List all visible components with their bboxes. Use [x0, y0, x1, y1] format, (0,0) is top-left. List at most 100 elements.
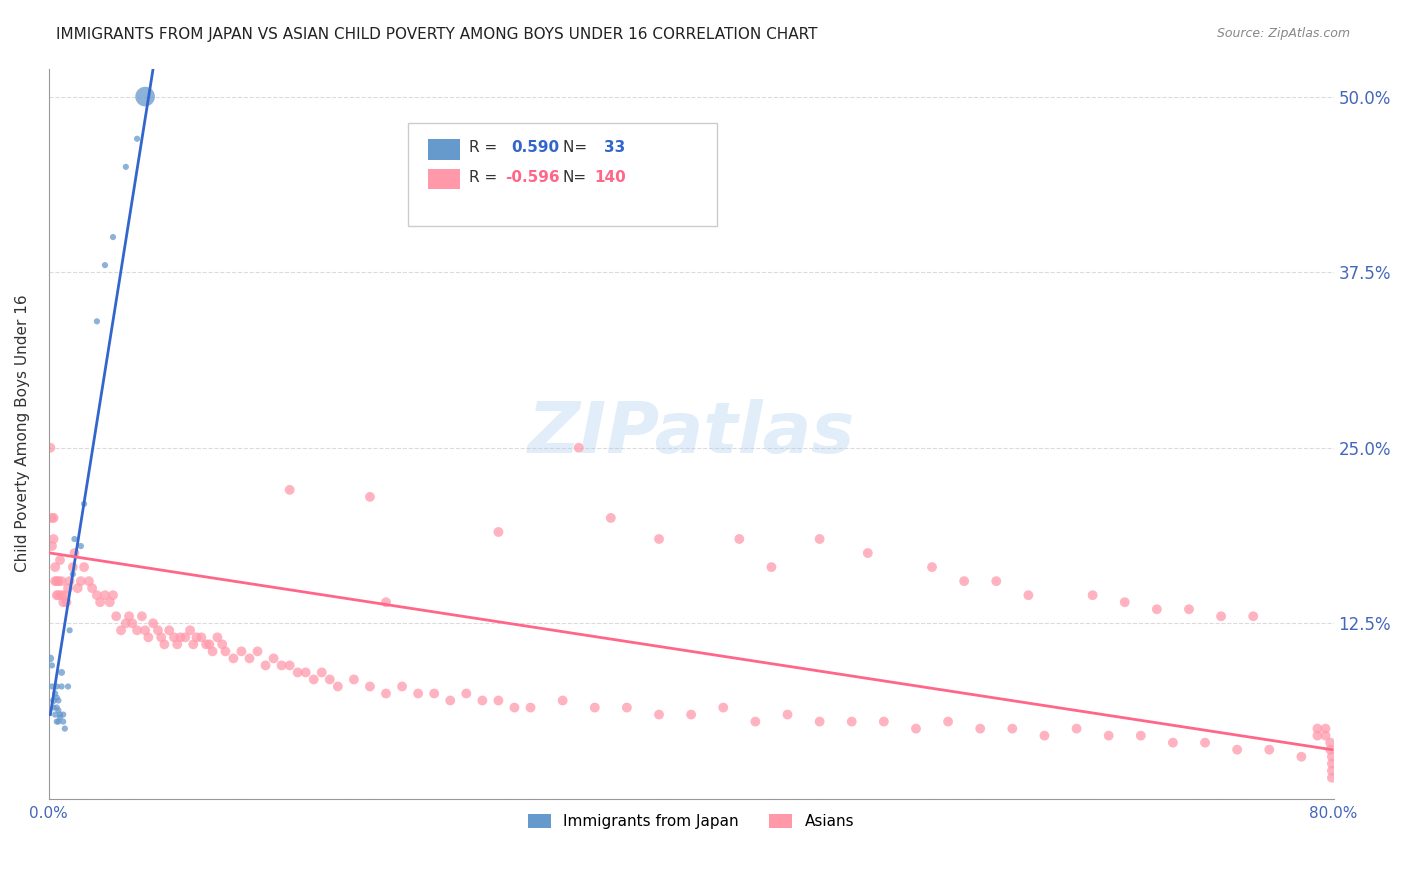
- Point: [551, 693, 574, 707]
- Point: [456, 686, 478, 700]
- Point: [42, 700, 65, 714]
- Point: [186, 630, 208, 644]
- Point: [1114, 595, 1136, 609]
- Point: [1161, 736, 1184, 750]
- Point: [48, 693, 70, 707]
- Point: [41, 511, 63, 525]
- Point: [66, 581, 89, 595]
- Point: [94, 588, 117, 602]
- Point: [82, 581, 104, 595]
- Point: [761, 560, 783, 574]
- Point: [118, 609, 141, 624]
- FancyBboxPatch shape: [409, 123, 717, 226]
- Point: [179, 624, 201, 638]
- Point: [238, 651, 260, 665]
- Text: R =: R =: [468, 169, 502, 185]
- Point: [49, 707, 72, 722]
- Point: [131, 609, 153, 624]
- Point: [45, 714, 67, 729]
- Point: [63, 532, 86, 546]
- Point: [114, 160, 136, 174]
- Point: [1320, 764, 1343, 778]
- Text: N=: N=: [562, 169, 586, 185]
- Point: [1066, 722, 1088, 736]
- Point: [101, 230, 124, 244]
- Point: [56, 680, 79, 694]
- Point: [48, 574, 70, 589]
- Point: [856, 546, 879, 560]
- Point: [49, 710, 72, 724]
- Point: [53, 588, 76, 602]
- Point: [1226, 742, 1249, 756]
- Point: [41, 539, 63, 553]
- Point: [359, 680, 381, 694]
- Point: [52, 707, 75, 722]
- Point: [62, 560, 84, 574]
- Point: [55, 595, 77, 609]
- Point: [808, 532, 831, 546]
- Point: [1241, 609, 1264, 624]
- Point: [59, 624, 82, 638]
- Point: [195, 637, 218, 651]
- Point: [70, 574, 93, 589]
- Point: [278, 658, 301, 673]
- Point: [311, 665, 333, 680]
- Text: Source: ZipAtlas.com: Source: ZipAtlas.com: [1216, 27, 1350, 40]
- Text: 33: 33: [603, 140, 626, 155]
- Point: [52, 714, 75, 729]
- Point: [39, 441, 62, 455]
- Point: [1320, 756, 1343, 771]
- Point: [44, 560, 66, 574]
- Point: [1146, 602, 1168, 616]
- Point: [921, 560, 943, 574]
- Point: [45, 700, 67, 714]
- Point: [319, 673, 342, 687]
- Point: [375, 595, 398, 609]
- Point: [1319, 742, 1341, 756]
- Point: [568, 441, 591, 455]
- Point: [904, 722, 927, 736]
- Point: [121, 616, 143, 631]
- Point: [263, 651, 285, 665]
- Point: [222, 651, 245, 665]
- Point: [841, 714, 863, 729]
- Point: [1320, 771, 1343, 785]
- Point: [86, 314, 108, 328]
- Point: [1129, 729, 1152, 743]
- Text: -0.596: -0.596: [505, 169, 560, 185]
- Point: [56, 581, 79, 595]
- Text: ZIPatlas: ZIPatlas: [527, 400, 855, 468]
- Point: [486, 524, 509, 539]
- Point: [45, 588, 67, 602]
- Point: [246, 644, 269, 658]
- Point: [42, 693, 65, 707]
- Point: [1017, 588, 1039, 602]
- Point: [98, 595, 121, 609]
- Point: [190, 630, 212, 644]
- Point: [1209, 609, 1232, 624]
- Point: [39, 651, 62, 665]
- Point: [146, 624, 169, 638]
- Point: [776, 707, 799, 722]
- Point: [53, 722, 76, 736]
- Point: [101, 588, 124, 602]
- Point: [63, 546, 86, 560]
- Point: [51, 680, 73, 694]
- Point: [157, 624, 180, 638]
- Point: [1194, 736, 1216, 750]
- Point: [163, 630, 186, 644]
- Point: [302, 673, 325, 687]
- Point: [270, 658, 292, 673]
- Point: [142, 616, 165, 631]
- Point: [211, 637, 233, 651]
- Point: [45, 574, 67, 589]
- Point: [1258, 742, 1281, 756]
- Point: [1081, 588, 1104, 602]
- Point: [648, 532, 671, 546]
- Point: [42, 532, 65, 546]
- Point: [134, 624, 156, 638]
- Point: [51, 588, 73, 602]
- Point: [153, 637, 176, 651]
- Point: [953, 574, 976, 589]
- Bar: [427, 139, 460, 160]
